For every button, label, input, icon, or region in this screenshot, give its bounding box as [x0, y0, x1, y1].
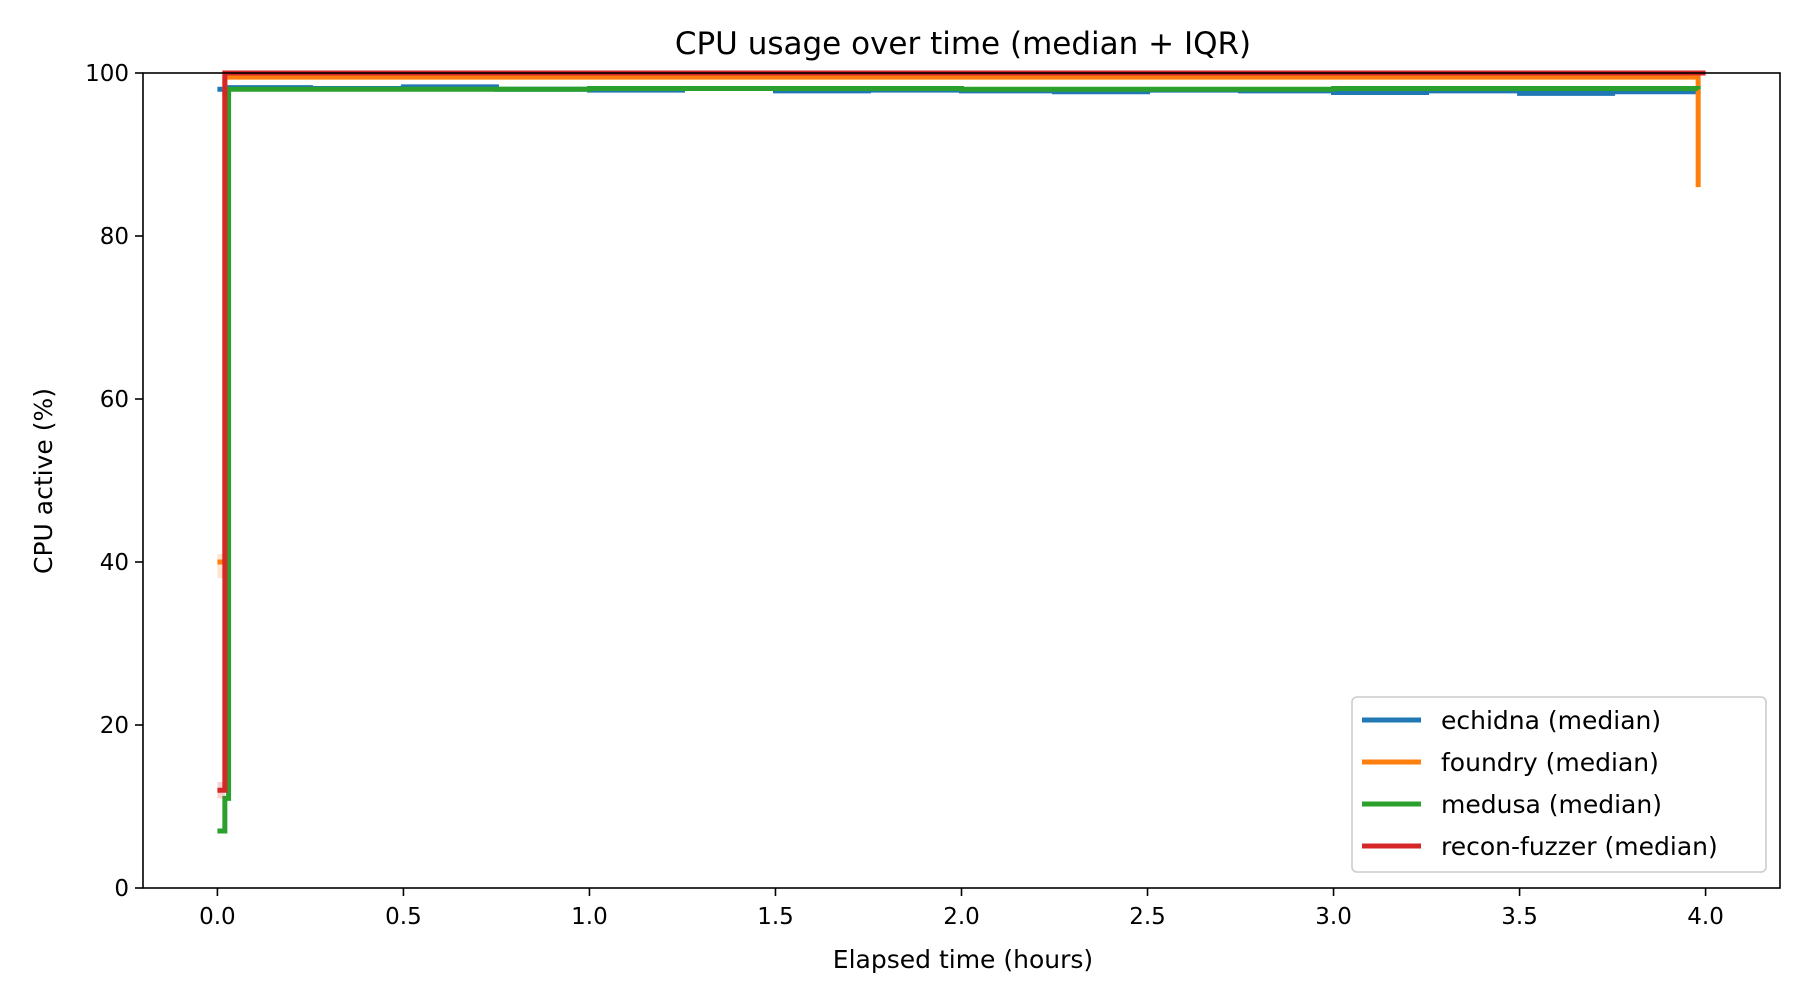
x-tick-label: 1.0 — [571, 904, 608, 930]
y-tick-label: 100 — [85, 61, 129, 87]
y-tick-label: 20 — [100, 713, 129, 739]
y-tick-label: 60 — [100, 387, 129, 413]
y-tick-label: 40 — [100, 550, 129, 576]
series-medusa-line — [217, 85, 1701, 834]
x-tick-label: 3.0 — [1315, 904, 1352, 930]
y-tick-label: 80 — [100, 224, 129, 250]
x-tick-label: 0.5 — [385, 904, 422, 930]
chart-title: CPU usage over time (median + IQR) — [675, 26, 1251, 62]
legend-label-recon-fuzzer: recon-fuzzer (median) — [1441, 832, 1718, 861]
axes: 0.0 0.5 1.0 1.5 2.0 2.5 3.0 3.5 4.0 0 20 40 60 80 100 — [85, 61, 1781, 930]
legend: echidna (median) foundry (median) medusa (… — [1351, 696, 1767, 873]
y-axis-label: CPU active (%) — [29, 388, 58, 574]
x-tick-label: 1.5 — [757, 904, 794, 930]
x-tick-label: 2.5 — [1129, 904, 1166, 930]
x-tick-label: 3.5 — [1501, 904, 1538, 930]
legend-label-medusa: medusa (median) — [1441, 790, 1662, 819]
legend-label-echidna: echidna (median) — [1441, 706, 1661, 735]
x-tick-label: 2.0 — [943, 904, 980, 930]
x-tick-label: 0.0 — [199, 904, 236, 930]
legend-box — [1351, 696, 1767, 873]
legend-label-foundry: foundry (median) — [1441, 748, 1659, 777]
y-tick-label: 0 — [114, 876, 129, 902]
x-tick-label: 4.0 — [1687, 904, 1724, 930]
x-axis-label: Elapsed time (hours) — [833, 945, 1093, 974]
